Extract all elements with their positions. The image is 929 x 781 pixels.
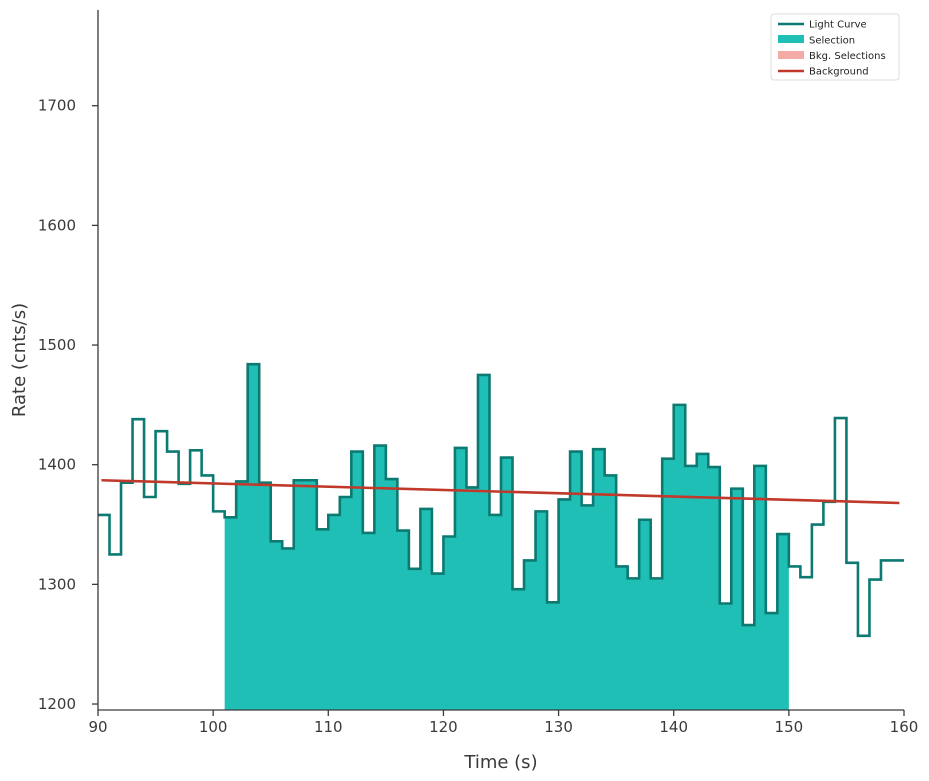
x-tick-label: 100 (199, 718, 228, 736)
y-tick-label: 1300 (38, 575, 76, 593)
legend-bkg-selections-label: Bkg. Selections (809, 51, 886, 62)
x-tick-label: 130 (544, 718, 573, 736)
y-axis-label: Rate (cnts/s) (9, 303, 30, 417)
legend: Light Curve Selection Bkg. Selections Ba… (770, 13, 900, 81)
legend-selection-swatch (778, 35, 804, 43)
x-axis-label: Time (s) (463, 752, 537, 773)
y-tick-label: 1500 (38, 336, 76, 354)
y-tick-label: 1400 (38, 456, 76, 474)
y-axis-ticks: 1200 1300 1400 1500 1600 1700 (38, 97, 98, 713)
x-axis-ticks: 90 100 110 120 130 140 150 160 (88, 710, 918, 736)
axes (97, 10, 904, 711)
y-tick-label: 1700 (38, 97, 76, 115)
legend-box (770, 13, 900, 81)
x-tick-label: 140 (659, 718, 688, 736)
x-tick-label: 160 (890, 718, 919, 736)
background-fit-line (101, 478, 900, 505)
x-tick-label: 110 (314, 718, 343, 736)
x-tick-label: 90 (88, 718, 107, 736)
selection-fill (224, 364, 789, 710)
light-curve-line (98, 362, 904, 638)
y-tick-label: 1200 (38, 695, 76, 713)
legend-bkg-selections-swatch (778, 51, 804, 59)
background-fit-series (101, 478, 900, 505)
y-tick-label: 1600 (38, 216, 76, 234)
x-tick-label: 120 (429, 718, 458, 736)
light-curve-series (98, 362, 904, 638)
selection-area (224, 364, 789, 710)
legend-selection-label: Selection (809, 36, 855, 47)
legend-background-label: Background (809, 67, 869, 78)
legend-light-curve-label: Light Curve (809, 20, 867, 31)
x-tick-label: 150 (775, 718, 804, 736)
